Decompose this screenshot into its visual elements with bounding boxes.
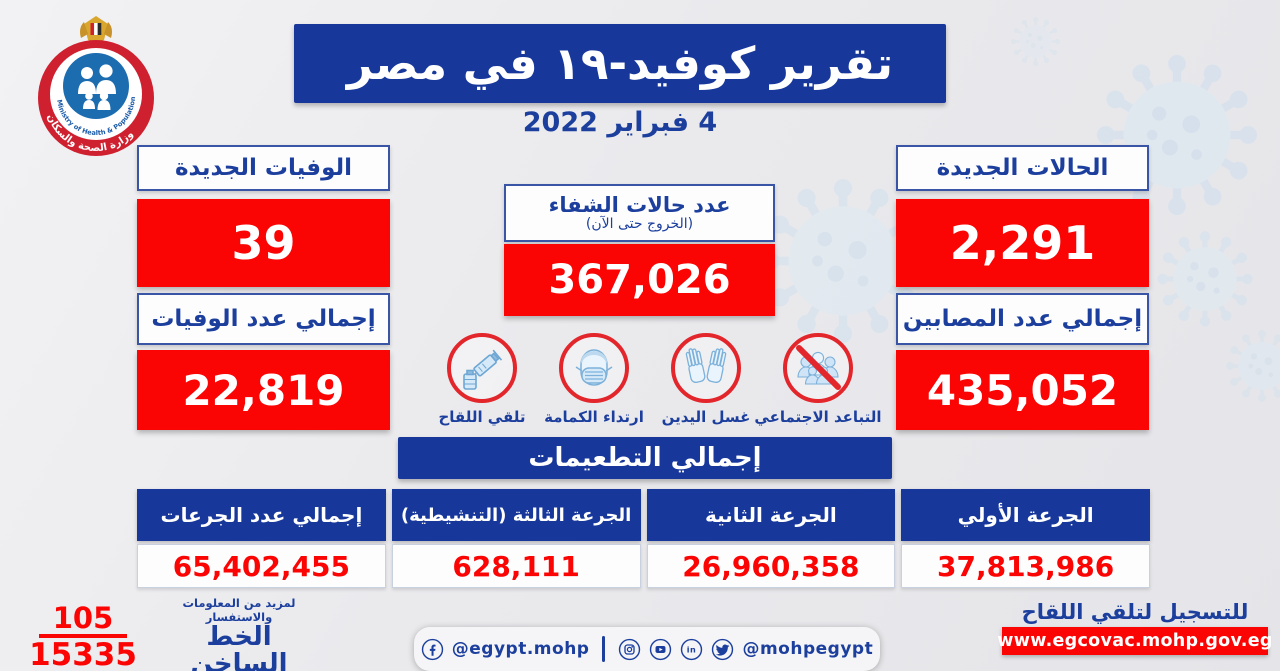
first-dose-label: الجرعة الأولي (901, 489, 1150, 541)
recoveries-value: 367,026 (504, 244, 775, 316)
virus-watermark (1157, 231, 1253, 327)
separator (602, 636, 606, 662)
family-figures (78, 64, 116, 110)
other-socials-handle: @mohpegypt (742, 639, 874, 659)
hotline-number-105: 105 (38, 602, 128, 638)
total-cases-label: إجمالي عدد المصابين (896, 293, 1149, 345)
new-cases-value: 2,291 (896, 199, 1149, 287)
instagram-icon (619, 638, 641, 660)
total-deaths-label: إجمالي عدد الوفيات (137, 293, 390, 345)
twitter-icon (712, 638, 734, 660)
vaccine-label: تلقي اللقاح (438, 408, 526, 426)
precaution-wash-hands: غسل اليدين (654, 333, 758, 426)
vaccinations-banner: إجمالي التطعيمات (398, 437, 892, 479)
new-deaths-value: 39 (137, 199, 390, 287)
social-media-bar: @egypt.mohp in @mohpegypt (414, 627, 880, 671)
total-deaths-value: 22,819 (137, 350, 390, 430)
registration-url: www.egcovac.mohp.gov.eg (997, 627, 1272, 655)
registration-label: للتسجيل لتلقي اللقاح (1021, 600, 1249, 624)
precautions-row: تلقي اللقاح ارتداء الكمامة (430, 333, 882, 426)
mask-label: ارتداء الكمامة (544, 408, 644, 426)
doses-row: إجمالي عدد الجرعات 65,402,455 الجرعة الث… (137, 489, 1150, 588)
vaccine-icon (447, 333, 517, 403)
third-dose-label: الجرعة الثالثة (التنشيطية) (391, 489, 641, 541)
cases-column: الحالات الجديدة 2,291 إجمالي عدد المصابي… (896, 145, 1149, 430)
second-dose-value: 26,960,358 (646, 544, 896, 588)
first-dose-value: 37,813,986 (901, 544, 1150, 588)
facebook-icon (421, 638, 443, 660)
title-banner: تقرير كوفيد-١٩ في مصر (294, 24, 946, 103)
facebook-handle: @egypt.mohp (451, 639, 590, 659)
svg-text:in: in (687, 644, 697, 654)
new-cases-label: الحالات الجديدة (896, 145, 1149, 191)
wash-hands-icon (671, 333, 741, 403)
social-distancing-icon (783, 333, 853, 403)
total-doses-value: 65,402,455 (137, 544, 386, 588)
total-doses-column: إجمالي عدد الجرعات 65,402,455 (137, 489, 386, 588)
precaution-mask: ارتداء الكمامة (542, 333, 646, 426)
second-dose-column: الجرعة الثانية 26,960,358 (646, 489, 896, 588)
recoveries-block: عدد حالات الشفاء (الخروج حتى الآن) 367,0… (504, 184, 775, 316)
precaution-vaccine: تلقي اللقاح (430, 333, 534, 426)
page-title: تقرير كوفيد-١٩ في مصر (346, 37, 894, 90)
third-dose-value: 628,111 (391, 544, 641, 588)
eagle-emblem (80, 16, 112, 44)
second-dose-label: الجرعة الثانية (646, 489, 896, 541)
hotline-block: 105 15335 لمزيد من المعلومات والاستفسار … (24, 596, 324, 671)
youtube-icon (650, 638, 672, 660)
recoveries-label: عدد حالات الشفاء (548, 192, 731, 217)
wash-hands-label: غسل اليدين (661, 408, 751, 426)
precaution-social-distancing: التباعد الاجتماعي (754, 333, 882, 426)
recoveries-label-box: عدد حالات الشفاء (الخروج حتى الآن) (504, 184, 775, 242)
first-dose-column: الجرعة الأولي 37,813,986 (901, 489, 1150, 588)
new-deaths-label: الوفيات الجديدة (137, 145, 390, 191)
linkedin-icon: in (681, 638, 703, 660)
hotline-info-text: لمزيد من المعلومات والاستفسار (182, 596, 296, 624)
total-doses-label: إجمالي عدد الجرعات (137, 489, 386, 541)
virus-watermark (1226, 330, 1280, 402)
ministry-logo: Ministry of Health & Population وزارة ال… (38, 16, 154, 156)
social-distancing-label: التباعد الاجتماعي (754, 408, 882, 426)
mask-icon (559, 333, 629, 403)
hotline-number-15335: 15335 (29, 636, 137, 671)
hotline-label: الخط الساخن (190, 622, 288, 671)
virus-watermark (1010, 16, 1061, 67)
hotline-numbers: 105 15335 (24, 602, 142, 671)
total-cases-value: 435,052 (896, 350, 1149, 430)
deaths-column: الوفيات الجديدة 39 إجمالي عدد الوفيات 22… (137, 145, 390, 430)
third-dose-column: الجرعة الثالثة (التنشيطية) 628,111 (391, 489, 641, 588)
hotline-text: لمزيد من المعلومات والاستفسار الخط الساخ… (154, 596, 324, 671)
registration-block: للتسجيل لتلقي اللقاح www.egcovac.mohp.go… (997, 600, 1272, 655)
recoveries-sublabel: (الخروج حتى الآن) (585, 215, 694, 232)
report-date: 4 فبراير 2022 (522, 107, 718, 138)
